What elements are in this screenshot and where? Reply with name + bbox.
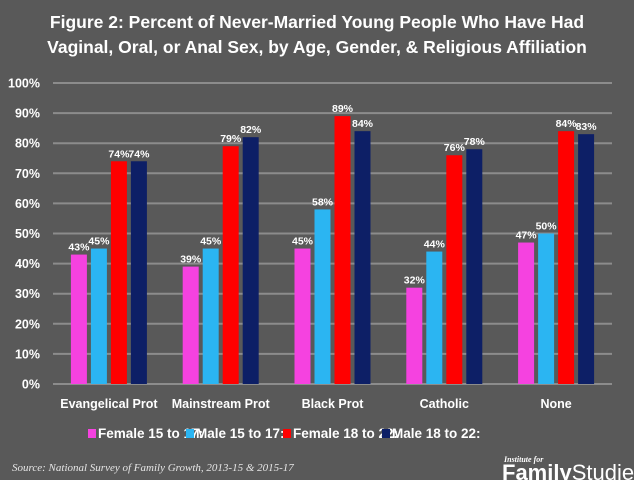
y-tick-label: 90% bbox=[15, 107, 40, 121]
y-tick-label: 0% bbox=[22, 378, 40, 392]
chart-title-line-2: Vaginal, Oral, or Anal Sex, by Age, Gend… bbox=[47, 37, 587, 57]
legend: Female 15 to 17:Male 15 to 17: Female 18 … bbox=[88, 426, 481, 441]
bar bbox=[466, 149, 483, 384]
logo-studies: Studies bbox=[572, 460, 634, 480]
legend-item: Female 18 to 22: bbox=[283, 426, 398, 441]
x-tick-label: Evangelical Prot bbox=[60, 397, 158, 411]
bar bbox=[334, 116, 351, 385]
y-tick-label: 70% bbox=[15, 167, 40, 181]
bar bbox=[222, 146, 239, 384]
logo-institute-for: Institute for bbox=[503, 455, 544, 464]
legend-label: Male 15 to 17: bbox=[196, 426, 285, 441]
bar bbox=[538, 233, 555, 384]
data-label: 74% bbox=[108, 148, 130, 160]
y-tick-label: 60% bbox=[15, 197, 40, 211]
legend-item: Male 15 to 17: bbox=[186, 426, 285, 441]
data-label: 45% bbox=[88, 236, 110, 248]
y-axis-ticks: 0% 10% 20% 30% 40% 50% 60% 70% 80% 90% 100% bbox=[8, 77, 40, 392]
bar bbox=[406, 287, 423, 384]
data-label: 74% bbox=[128, 148, 150, 160]
bar bbox=[70, 254, 87, 384]
source-note: Source: National Survey of Family Growth… bbox=[12, 462, 294, 474]
data-labels: 43%45%74%74%39%45%79%82%45%58%89%84%32%4… bbox=[68, 103, 597, 287]
data-label: 47% bbox=[516, 230, 538, 242]
logo-family-studies: FamilyStudies bbox=[502, 460, 634, 480]
bar bbox=[558, 131, 575, 384]
legend-label: Female 15 to 17: bbox=[98, 426, 203, 441]
y-tick-label: 50% bbox=[15, 227, 40, 241]
bar bbox=[426, 251, 443, 384]
bars bbox=[70, 116, 595, 385]
data-label: 58% bbox=[312, 196, 334, 208]
data-label: 39% bbox=[180, 254, 202, 266]
y-tick-label: 80% bbox=[15, 137, 40, 151]
bar bbox=[90, 248, 107, 384]
y-tick-label: 40% bbox=[15, 257, 40, 271]
legend-swatch bbox=[88, 429, 96, 438]
y-tick-label: 100% bbox=[8, 77, 40, 91]
data-label: 84% bbox=[352, 118, 374, 130]
data-label: 50% bbox=[536, 221, 558, 233]
data-label: 43% bbox=[68, 242, 90, 254]
bar bbox=[242, 137, 259, 384]
data-label: 32% bbox=[404, 275, 426, 287]
data-label: 45% bbox=[200, 236, 222, 248]
legend-label: Male 18 to 22: bbox=[392, 426, 481, 441]
data-label: 82% bbox=[240, 124, 262, 136]
legend-swatch bbox=[382, 429, 390, 438]
bar bbox=[182, 266, 199, 384]
bar bbox=[578, 134, 595, 384]
x-tick-label: Mainstream Prot bbox=[172, 397, 271, 411]
bar bbox=[446, 155, 463, 384]
chart-title-line-1: Figure 2: Percent of Never-Married Young… bbox=[50, 12, 584, 32]
data-label: 79% bbox=[220, 133, 242, 145]
data-label: 76% bbox=[444, 142, 466, 154]
legend-item: Female 15 to 17: bbox=[88, 426, 203, 441]
bar bbox=[314, 209, 331, 384]
data-label: 83% bbox=[576, 121, 598, 133]
logo-family: Family bbox=[502, 460, 572, 480]
y-tick-label: 20% bbox=[15, 317, 40, 331]
y-tick-label: 30% bbox=[15, 287, 40, 301]
x-axis-categories: Evangelical Prot Mainstream Prot Black Pro… bbox=[60, 397, 572, 411]
legend-label: Female 18 to 22: bbox=[293, 426, 398, 441]
data-label: 45% bbox=[292, 236, 314, 248]
data-label: 78% bbox=[464, 136, 486, 148]
bar bbox=[518, 242, 535, 384]
bar bbox=[130, 161, 147, 384]
bar bbox=[354, 131, 371, 384]
x-tick-label: None bbox=[540, 397, 571, 411]
x-tick-label: Black Prot bbox=[302, 397, 365, 411]
x-tick-label: Catholic bbox=[420, 397, 469, 411]
legend-item: Male 18 to 22: bbox=[382, 426, 481, 441]
y-tick-label: 10% bbox=[15, 347, 40, 361]
data-label: 84% bbox=[556, 118, 578, 130]
bar bbox=[294, 248, 311, 384]
data-label: 44% bbox=[424, 239, 446, 251]
data-label: 89% bbox=[332, 103, 354, 115]
legend-swatch bbox=[283, 429, 291, 438]
logo: Institute for FamilyStudies bbox=[502, 455, 634, 480]
legend-swatch bbox=[186, 429, 194, 438]
bar bbox=[110, 161, 127, 384]
bar bbox=[202, 248, 219, 384]
